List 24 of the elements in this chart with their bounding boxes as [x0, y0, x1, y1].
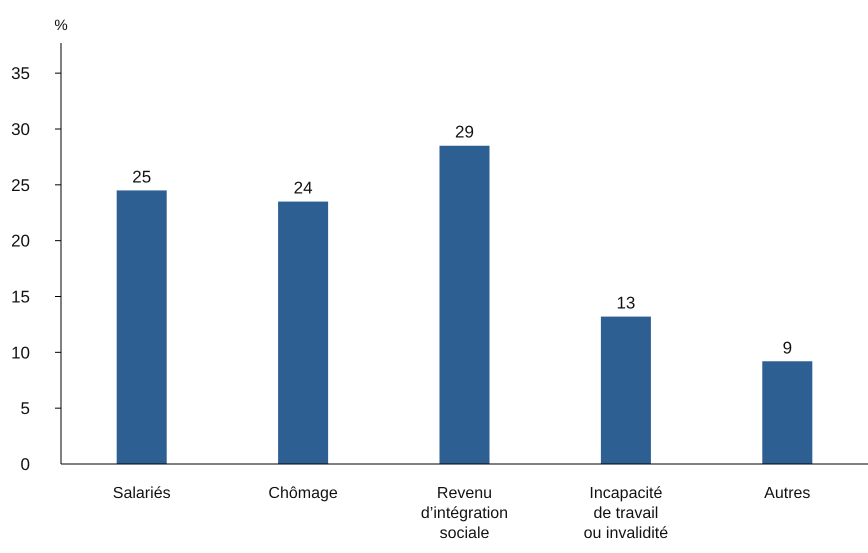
bar	[762, 361, 812, 464]
data-label: 25	[132, 167, 152, 186]
y-tick-label: 5	[20, 399, 30, 418]
bar	[278, 202, 328, 464]
data-label: 13	[616, 294, 636, 313]
y-tick-label: 30	[11, 120, 30, 139]
y-axis-title: %	[54, 17, 68, 34]
y-tick-label: 25	[11, 176, 30, 195]
x-tick-label: Revenu d’intégration sociale	[420, 485, 508, 542]
bar	[600, 316, 651, 464]
y-tick-label: 35	[11, 64, 30, 84]
y-tick-label: 10	[11, 343, 30, 362]
y-tick-label: 15	[11, 287, 30, 306]
data-label: 29	[455, 122, 474, 142]
y-tick-label: 20	[11, 232, 30, 251]
x-tick-label: Salariés	[112, 485, 171, 502]
data-label: 24	[294, 178, 313, 198]
x-tick-label: Chômage	[268, 485, 338, 502]
x-tick-label: Incapacité de travail ou invalidité	[584, 485, 668, 542]
y-tick-label: 0	[20, 454, 30, 474]
bar	[116, 190, 167, 464]
x-tick-label: Autres	[764, 485, 810, 502]
data-label: 9	[782, 338, 792, 358]
bar	[439, 146, 490, 464]
